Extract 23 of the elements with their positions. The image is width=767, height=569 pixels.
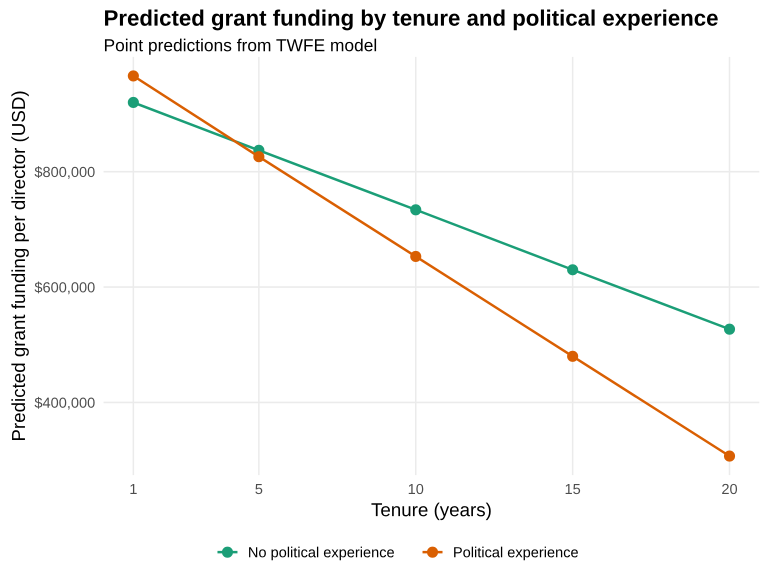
point [724,324,736,335]
chart-subtitle: Point predictions from TWFE model [104,38,376,55]
x-axis-title: Tenure (years) [371,502,491,520]
y-tick-label: $600,000 [34,282,95,294]
point [724,450,736,462]
x-tick-label: 20 [722,484,738,494]
point [567,264,578,276]
point [128,70,139,82]
point [410,250,422,262]
y-axis-title: Predicted grant funding per director (USD) [11,92,29,440]
x-tick-label: 5 [255,484,262,494]
point [410,204,422,216]
x-tick-label: 15 [566,484,580,494]
y-tick-label: $800,000 [34,166,95,179]
point [253,151,264,162]
x-tick-label: 10 [408,484,424,494]
legend-label: Political experience [454,546,578,560]
y-tick-label: $400,000 [34,396,95,410]
chart-title: Predicted grant funding by tenure and political experience [105,10,718,30]
x-tick-label: 1 [130,484,137,494]
point [128,96,139,108]
point [567,350,578,362]
legend-label: No political experience [249,546,394,560]
